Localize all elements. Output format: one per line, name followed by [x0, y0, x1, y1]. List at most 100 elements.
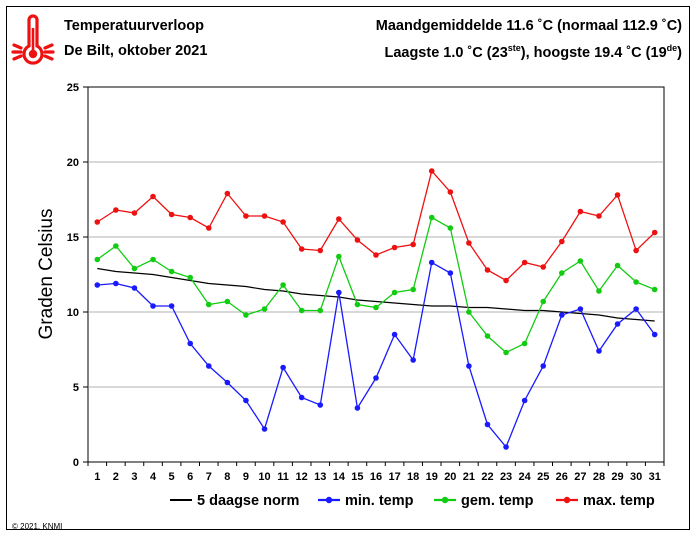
point-max-20 — [447, 189, 454, 195]
point-max-2 — [113, 207, 119, 213]
x-tick-label: 11 — [277, 471, 289, 483]
y-tick-label: 25 — [67, 82, 79, 94]
point-max-26 — [559, 238, 565, 245]
point-max-13 — [317, 247, 324, 254]
point-max-11 — [280, 219, 286, 225]
point-min-17 — [391, 331, 398, 338]
x-tick-label: 20 — [444, 471, 456, 483]
point-gem-17 — [391, 289, 398, 296]
y-axis-label: Graden Celsius — [36, 209, 57, 340]
x-tick-label: 25 — [537, 471, 549, 483]
x-tick-label: 7 — [206, 471, 212, 483]
point-min-27 — [577, 306, 584, 312]
point-min-13 — [317, 402, 324, 408]
x-tick-label: 22 — [481, 471, 493, 483]
point-min-15 — [354, 405, 361, 411]
lowest-text: Laagste 1.0 ˚C (23 — [384, 44, 508, 61]
point-min-8 — [224, 379, 231, 386]
point-min-11 — [280, 364, 286, 371]
point-gem-3 — [131, 265, 138, 272]
point-max-6 — [187, 214, 193, 221]
x-tick-label: 27 — [574, 471, 586, 483]
point-max-30 — [633, 247, 639, 254]
point-max-16 — [373, 252, 379, 258]
point-max-18 — [410, 241, 416, 248]
x-tick-label: 16 — [370, 471, 382, 483]
point-gem-10 — [261, 306, 268, 312]
point-min-24 — [521, 397, 528, 404]
point-min-9 — [243, 397, 249, 404]
y-tick-label: 10 — [67, 307, 79, 319]
point-max-3 — [131, 210, 138, 216]
point-min-22 — [484, 421, 491, 428]
chart-title: Temperatuurverloop — [64, 18, 204, 34]
point-min-19 — [428, 259, 435, 266]
plot-area — [87, 86, 665, 463]
point-gem-5 — [168, 268, 175, 275]
point-gem-19 — [428, 214, 435, 221]
point-max-15 — [354, 237, 361, 243]
x-tick-label: 30 — [630, 471, 642, 483]
point-min-28 — [596, 348, 602, 354]
point-gem-18 — [410, 286, 416, 293]
point-min-7 — [205, 363, 212, 369]
point-gem-12 — [298, 307, 305, 314]
legend-item-min: min. temp — [318, 493, 414, 509]
y-tick-label: 5 — [73, 382, 79, 394]
lowest-ordinal: ste — [507, 43, 521, 53]
point-max-23 — [503, 277, 509, 284]
point-gem-23 — [503, 349, 509, 356]
point-gem-8 — [224, 298, 231, 305]
legend-label-max: max. temp — [583, 493, 655, 509]
x-tick-label: 17 — [388, 471, 400, 483]
y-tick-label: 0 — [73, 457, 79, 469]
point-min-1 — [94, 282, 101, 288]
point-max-8 — [224, 190, 231, 197]
point-max-9 — [243, 213, 249, 219]
point-max-7 — [205, 225, 212, 231]
point-gem-14 — [336, 253, 342, 260]
point-min-16 — [373, 375, 379, 381]
point-min-20 — [447, 270, 454, 276]
point-min-10 — [261, 426, 268, 432]
point-max-31 — [651, 229, 658, 236]
point-min-30 — [633, 306, 639, 312]
point-gem-25 — [540, 298, 547, 305]
point-min-23 — [503, 444, 509, 450]
x-tick-label: 3 — [131, 471, 137, 483]
copyright-text: © 2021, KNMI — [12, 522, 63, 531]
point-gem-29 — [614, 262, 621, 269]
point-max-29 — [614, 192, 621, 198]
x-tick-label: 19 — [426, 471, 438, 483]
legend-marker-gem — [441, 496, 449, 504]
x-tick-label: 12 — [296, 471, 308, 483]
y-tick-label: 20 — [67, 157, 79, 169]
legend-item-norm: 5 daagse norm — [170, 493, 299, 509]
point-gem-2 — [113, 243, 119, 249]
x-tick-label: 14 — [333, 471, 346, 483]
point-min-5 — [168, 303, 175, 309]
point-min-29 — [614, 321, 621, 327]
point-max-4 — [150, 193, 156, 200]
legend-label-min: min. temp — [345, 493, 414, 509]
point-max-28 — [596, 213, 602, 219]
x-tick-label: 5 — [169, 471, 175, 483]
x-tick-label: 6 — [187, 471, 193, 483]
point-min-25 — [540, 363, 547, 369]
point-max-14 — [336, 216, 342, 222]
point-max-21 — [466, 240, 472, 246]
point-max-5 — [168, 211, 175, 218]
point-gem-9 — [243, 312, 249, 318]
point-gem-21 — [466, 309, 472, 315]
point-max-17 — [391, 244, 398, 251]
point-min-4 — [150, 303, 156, 309]
point-max-24 — [521, 259, 528, 266]
x-tick-label: 8 — [224, 471, 230, 483]
legend-label-gem: gem. temp — [461, 493, 534, 509]
x-tick-label: 10 — [258, 471, 270, 483]
x-tick-label: 9 — [243, 471, 249, 483]
legend-marker-min — [325, 496, 333, 504]
legend-item-max: max. temp — [556, 493, 655, 509]
legend-item-gem: gem. temp — [434, 493, 534, 509]
